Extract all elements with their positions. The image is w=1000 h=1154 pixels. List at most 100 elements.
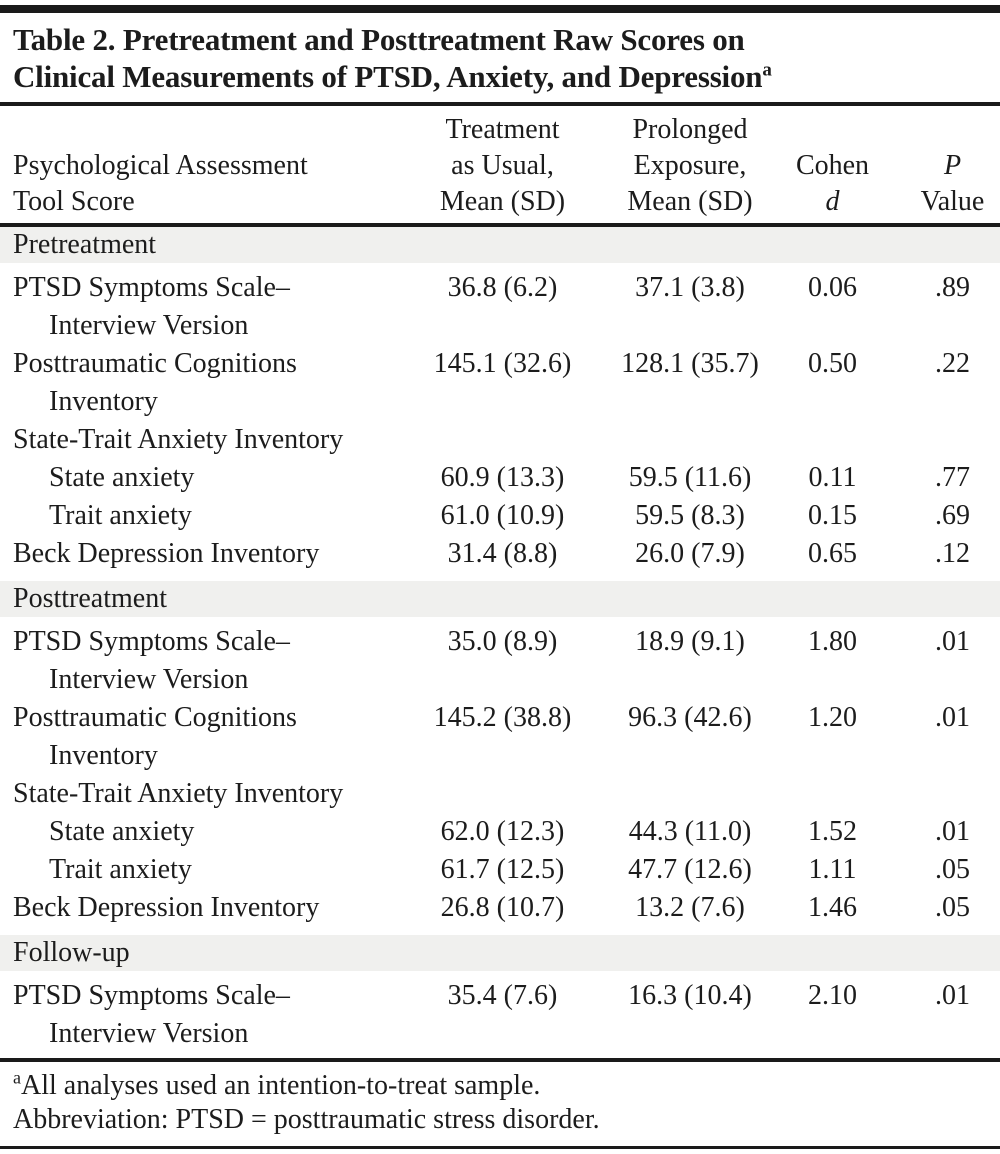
table-row: Posttraumatic Cognitions Inventory 145.1… bbox=[0, 345, 1000, 421]
cell-tau-mean: 61.7 (12.5) bbox=[440, 854, 565, 885]
header-cohen-line-2: d bbox=[825, 186, 840, 217]
row-label-sub-item: State anxiety bbox=[49, 816, 195, 847]
table-row: State-Trait Anxiety Inventory bbox=[0, 421, 1000, 459]
cell-pe-mean: 128.1 (35.7) bbox=[621, 348, 759, 379]
row-label: PTSD Symptoms Scale– Interview Version bbox=[0, 617, 405, 699]
row-label-line-1: PTSD Symptoms Scale– bbox=[13, 272, 290, 303]
header-row: Psychological Assessment Tool Score Trea… bbox=[0, 106, 1000, 227]
row-label-sub-item: Trait anxiety bbox=[49, 854, 192, 885]
cell-tau-mean: 31.4 (8.8) bbox=[447, 538, 558, 569]
table-row: State anxiety 62.0 (12.3) 44.3 (11.0) 1.… bbox=[0, 813, 1000, 851]
cell-tau-mean: 145.2 (38.8) bbox=[433, 702, 572, 733]
row-label-line-2: Interview Version bbox=[49, 664, 249, 695]
cell-pe-mean bbox=[600, 421, 780, 459]
cell-p-value: .05 bbox=[935, 854, 970, 885]
header-tau-line-2: as Usual, bbox=[451, 150, 554, 181]
cell-tau-mean: 35.0 (8.9) bbox=[447, 626, 558, 657]
cell-p-value: .22 bbox=[935, 348, 970, 379]
cell-p-value: .05 bbox=[935, 892, 970, 923]
cell-pe-mean: 26.0 (7.9) bbox=[635, 538, 745, 569]
data-table: Psychological Assessment Tool Score Trea… bbox=[0, 106, 1000, 1053]
table-row: State anxiety 60.9 (13.3) 59.5 (11.6) 0.… bbox=[0, 459, 1000, 497]
cell-cohen-d: 2.10 bbox=[808, 980, 857, 1011]
section-row-pretreatment: Pretreatment bbox=[0, 225, 1000, 263]
row-label-line-1: PTSD Symptoms Scale– bbox=[13, 980, 290, 1011]
table-title-line-1: Table 2. Pretreatment and Posttreatment … bbox=[13, 22, 745, 57]
cell-tau-mean: 36.8 (6.2) bbox=[447, 272, 558, 303]
column-header-tool-score: Psychological Assessment Tool Score bbox=[0, 106, 405, 227]
table-row: Posttraumatic Cognitions Inventory 145.2… bbox=[0, 699, 1000, 775]
cell-p-value: .69 bbox=[935, 500, 970, 531]
row-label-sub-item: Trait anxiety bbox=[49, 500, 192, 531]
cell-p-value bbox=[885, 421, 1000, 459]
cell-pe-mean: 13.2 (7.6) bbox=[635, 892, 745, 923]
header-cohen-line-1: Cohen bbox=[795, 150, 870, 181]
row-label: State-Trait Anxiety Inventory bbox=[13, 424, 344, 455]
cell-tau-mean bbox=[405, 421, 600, 459]
column-header-p-value: P Value bbox=[885, 106, 1000, 227]
table-body: Pretreatment PTSD Symptoms Scale– Interv… bbox=[0, 225, 1000, 1053]
section-label: Follow-up bbox=[0, 927, 1000, 971]
table-row: State-Trait Anxiety Inventory bbox=[0, 775, 1000, 813]
header-tool-line-1: Psychological Assessment bbox=[13, 150, 308, 181]
cell-tau-mean: 35.4 (7.6) bbox=[447, 980, 558, 1011]
footnote-a: aAll analyses used an intention-to-treat… bbox=[13, 1069, 990, 1103]
column-header-treatment-as-usual: Treatment as Usual, Mean (SD) bbox=[405, 106, 600, 227]
cell-cohen-d: 1.11 bbox=[808, 854, 857, 885]
table-title-block: Table 2. Pretreatment and Posttreatment … bbox=[0, 13, 1000, 106]
header-pe-line-1: Prolonged bbox=[632, 114, 748, 145]
header-tau-line-3: Mean (SD) bbox=[439, 186, 566, 217]
column-header-cohen-d: Cohen d bbox=[780, 106, 885, 227]
table-header: Psychological Assessment Tool Score Trea… bbox=[0, 106, 1000, 227]
footnote-a-marker: a bbox=[13, 1067, 21, 1088]
cell-p-value: .77 bbox=[935, 462, 970, 493]
cell-pe-mean bbox=[600, 775, 780, 813]
cell-tau-mean: 145.1 (32.6) bbox=[433, 348, 572, 379]
column-header-prolonged-exposure: Prolonged Exposure, Mean (SD) bbox=[600, 106, 780, 227]
cell-cohen-d bbox=[780, 775, 885, 813]
cell-pe-mean: 44.3 (11.0) bbox=[628, 816, 752, 847]
row-label: PTSD Symptoms Scale– Interview Version bbox=[0, 263, 405, 345]
table-row: Trait anxiety 61.7 (12.5) 47.7 (12.6) 1.… bbox=[0, 851, 1000, 889]
row-label: Beck Depression Inventory bbox=[13, 892, 320, 923]
cell-p-value: .12 bbox=[935, 538, 970, 569]
header-tool-line-2: Tool Score bbox=[13, 186, 135, 217]
cell-pe-mean: 59.5 (11.6) bbox=[628, 462, 752, 493]
cell-pe-mean: 37.1 (3.8) bbox=[635, 272, 745, 303]
header-tau-line-1: Treatment bbox=[445, 114, 560, 145]
cell-pe-mean: 96.3 (42.6) bbox=[628, 702, 752, 733]
cell-cohen-d: 1.46 bbox=[808, 892, 857, 923]
table-title-line-2-text: Clinical Measurements of PTSD, Anxiety, … bbox=[13, 59, 763, 94]
table-row: Trait anxiety 61.0 (10.9) 59.5 (8.3) 0.1… bbox=[0, 497, 1000, 535]
top-rule-bar bbox=[0, 5, 1000, 13]
cell-tau-mean: 26.8 (10.7) bbox=[440, 892, 565, 923]
cell-p-value: .01 bbox=[935, 626, 970, 657]
footnote-a-text: All analyses used an intention-to-treat … bbox=[21, 1070, 541, 1101]
cell-cohen-d bbox=[780, 421, 885, 459]
cell-p-value bbox=[885, 775, 1000, 813]
cell-cohen-d: 0.65 bbox=[808, 538, 857, 569]
row-label-line-1: Posttraumatic Cognitions bbox=[13, 348, 297, 379]
cell-cohen-d: 1.20 bbox=[808, 702, 857, 733]
cell-pe-mean: 59.5 (8.3) bbox=[635, 500, 745, 531]
table-row: PTSD Symptoms Scale– Interview Version 3… bbox=[0, 263, 1000, 345]
cell-pe-mean: 18.9 (9.1) bbox=[635, 626, 745, 657]
table-row: PTSD Symptoms Scale– Interview Version 3… bbox=[0, 617, 1000, 699]
cell-p-value: .01 bbox=[935, 702, 970, 733]
footnote-abbreviation: Abbreviation: PTSD = posttraumatic stres… bbox=[13, 1104, 600, 1135]
cell-pe-mean: 16.3 (10.4) bbox=[628, 980, 752, 1011]
row-label-line-1: PTSD Symptoms Scale– bbox=[13, 626, 290, 657]
header-p-line-2: Value bbox=[920, 186, 985, 217]
cell-cohen-d: 0.50 bbox=[808, 348, 857, 379]
cell-tau-mean: 62.0 (12.3) bbox=[440, 816, 565, 847]
table-row: Beck Depression Inventory 31.4 (8.8) 26.… bbox=[0, 535, 1000, 577]
section-label: Pretreatment bbox=[0, 225, 1000, 263]
row-label-line-1: Posttraumatic Cognitions bbox=[13, 702, 297, 733]
cell-cohen-d: 0.11 bbox=[808, 462, 857, 493]
row-label-line-2: Inventory bbox=[49, 740, 158, 771]
cell-pe-mean: 47.7 (12.6) bbox=[628, 854, 752, 885]
section-row-follow-up: Follow-up bbox=[0, 927, 1000, 971]
table-row: Beck Depression Inventory 26.8 (10.7) 13… bbox=[0, 889, 1000, 931]
cell-p-value: .01 bbox=[935, 980, 970, 1011]
